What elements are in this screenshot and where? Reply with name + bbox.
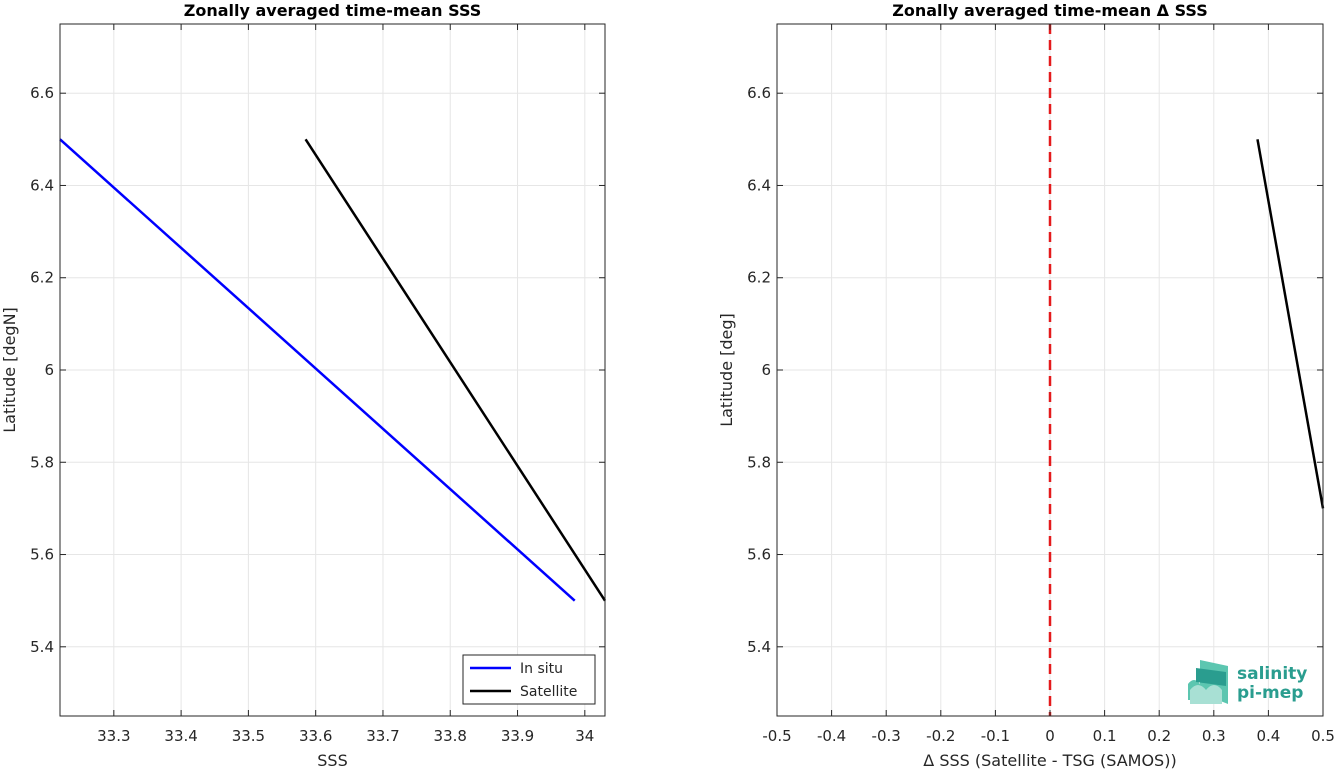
x-tick-label: -0.2 <box>926 727 955 745</box>
x-tick-label: 33.4 <box>164 727 197 745</box>
x-tick-label: -0.5 <box>762 727 791 745</box>
x-tick-label: -0.3 <box>872 727 901 745</box>
y-tick-label: 5.4 <box>747 638 771 656</box>
legend-box <box>462 654 596 705</box>
y-tick-label: 6.4 <box>30 176 54 194</box>
x-tick-label: 0.3 <box>1202 727 1226 745</box>
y-tick-label: 6 <box>44 361 54 379</box>
y-tick-label: 6.6 <box>30 84 54 102</box>
x-tick-label: 0.4 <box>1256 727 1280 745</box>
x-tick-label: 0.5 <box>1311 727 1335 745</box>
series-line-0 <box>1256 139 1325 509</box>
y-tick-label: 6.2 <box>747 269 771 287</box>
x-tick-label: 0.2 <box>1147 727 1171 745</box>
left-chart-title: Zonally averaged time-mean SSS <box>184 1 482 20</box>
logo-text-line2: pi-mep <box>1237 683 1303 703</box>
x-tick-label: 0 <box>1045 727 1055 745</box>
right-panel-delta-sss: -0.5 -0.4 -0.3 -0.2 -0.1 0 0.1 0.2 0.3 0.4 0.5 5.4 5… <box>717 1 1335 770</box>
x-tick-label: 33.7 <box>366 727 399 745</box>
y-tick-label: 6.2 <box>30 269 54 287</box>
logo-graphic-icon <box>1188 660 1228 704</box>
x-tick-label: -0.4 <box>817 727 846 745</box>
x-tick-label: 33.8 <box>434 727 467 745</box>
x-tick-label: 33.5 <box>232 727 265 745</box>
series-line-in-situ <box>59 138 576 602</box>
y-tick-label: 5.8 <box>30 453 54 471</box>
series-line-satellite <box>304 138 607 602</box>
y-tick-label: 6.4 <box>747 176 771 194</box>
x-tick-label: 33.3 <box>97 727 130 745</box>
salinity-pimep-logo: salinity pi-mep <box>1188 660 1307 704</box>
x-tick-label: -0.1 <box>981 727 1010 745</box>
left-legend: In situ Satellite <box>462 654 596 705</box>
left-panel-sss: 33.3 33.4 33.5 33.6 33.7 33.8 33.9 34 5.4 5.6 5.8 6… <box>0 1 607 770</box>
logo-text-line1: salinity <box>1237 664 1307 684</box>
legend-entry-label: Satellite <box>520 684 577 700</box>
x-tick-label: 34 <box>575 727 594 745</box>
y-tick-label: 5.4 <box>30 638 54 656</box>
y-tick-label: 5.6 <box>747 546 771 564</box>
y-tick-label: 5.8 <box>747 453 771 471</box>
y-tick-label: 5.6 <box>30 546 54 564</box>
right-y-axis-label: Latitude [deg] <box>717 313 736 427</box>
left-x-axis-label: SSS <box>317 751 347 769</box>
y-tick-label: 6 <box>761 361 771 379</box>
right-chart-title: Zonally averaged time-mean Δ SSS <box>892 1 1208 20</box>
x-tick-label: 0.1 <box>1093 727 1117 745</box>
y-tick-label: 6.6 <box>747 84 771 102</box>
x-tick-label: 33.9 <box>501 727 534 745</box>
right-x-axis-label: Δ SSS (Satellite - TSG (SAMOS)) <box>923 751 1176 769</box>
legend-entry-label: In situ <box>520 661 563 677</box>
left-y-axis-label: Latitude [degN] <box>0 307 19 433</box>
x-tick-label: 33.6 <box>299 727 332 745</box>
